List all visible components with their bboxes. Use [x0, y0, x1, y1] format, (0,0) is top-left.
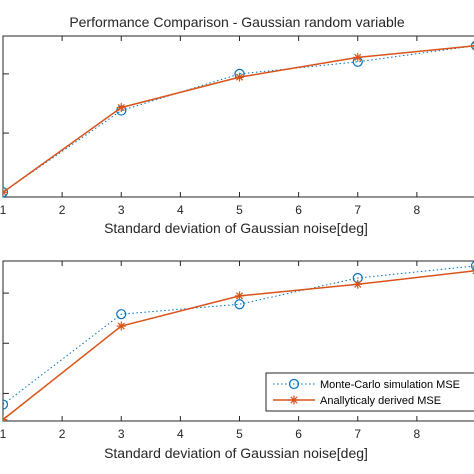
series-line-1 [3, 265, 474, 405]
x-tick-label: 5 [236, 427, 243, 441]
x-tick-label: 1 [0, 203, 7, 217]
chart-title: Performance Comparison - Gaussian random… [69, 14, 405, 30]
x-tick-label: 7 [354, 427, 361, 441]
asterisk-stroke [3, 416, 7, 421]
data-point-asterisk [3, 415, 8, 421]
data-point-circle [116, 309, 127, 320]
data-point-asterisk [353, 279, 363, 289]
data-point-asterisk [116, 103, 126, 113]
data-point-asterisk [235, 291, 244, 301]
x-tick-label: 4 [177, 427, 184, 441]
legend-label-1: Monte-Carlo simulation MSE [320, 379, 460, 391]
x-tick-label: 8 [414, 203, 421, 217]
subplot-2: 1 2 3 4 5 6 7 8 Standard deviation of Gaussian n… [0, 260, 474, 461]
legend-label-2: Anallyticaly derived MSE [320, 395, 441, 407]
plot-area [3, 261, 474, 421]
x-tick-label: 2 [59, 427, 66, 441]
data-point-asterisk [116, 321, 126, 331]
asterisk-stroke [117, 103, 125, 112]
data-point-circle [288, 378, 300, 390]
asterisk-stroke [117, 322, 125, 330]
x-axis-label: Standard deviation of Gaussian noise[deg… [104, 445, 368, 461]
x-tick-label: 6 [295, 427, 302, 441]
asterisk-stroke [235, 292, 244, 300]
legend: Monte-Carlo simulation MSE Anallyticaly d… [265, 372, 474, 412]
x-tick-label: 2 [59, 203, 66, 217]
axes-box [2, 35, 474, 198]
asterisk-stroke [354, 53, 362, 61]
x-tick-label: 1 [0, 427, 7, 441]
data-point-circle [470, 261, 474, 271]
data-point-circle [3, 399, 9, 410]
plots-layer: 1 2 3 4 5 6 7 8 Standard deviation of Gaussian n… [0, 35, 474, 461]
asterisk-stroke [3, 188, 7, 194]
x-tick-label: 4 [177, 203, 184, 217]
data-point-asterisk [235, 72, 244, 82]
x-axis-label: Standard deviation of Gaussian noise[deg… [104, 220, 368, 236]
asterisk-stroke [235, 73, 244, 81]
asterisk-stroke [290, 396, 298, 404]
x-tick-label: 7 [354, 203, 361, 217]
data-point-asterisk [3, 187, 8, 197]
subplot-1: 1 2 3 4 5 6 7 8 Standard deviation of Gaussian n… [0, 35, 474, 236]
data-point-asterisk [289, 395, 299, 405]
x-tick-label: 8 [414, 427, 421, 441]
x-tick-label: 3 [118, 203, 125, 217]
x-tick-label: 3 [118, 427, 125, 441]
x-tick-label: 5 [236, 203, 243, 217]
legend-box [265, 372, 474, 412]
x-tick-label: 6 [295, 203, 302, 217]
asterisk-stroke [354, 280, 362, 288]
data-point-asterisk [353, 52, 363, 62]
